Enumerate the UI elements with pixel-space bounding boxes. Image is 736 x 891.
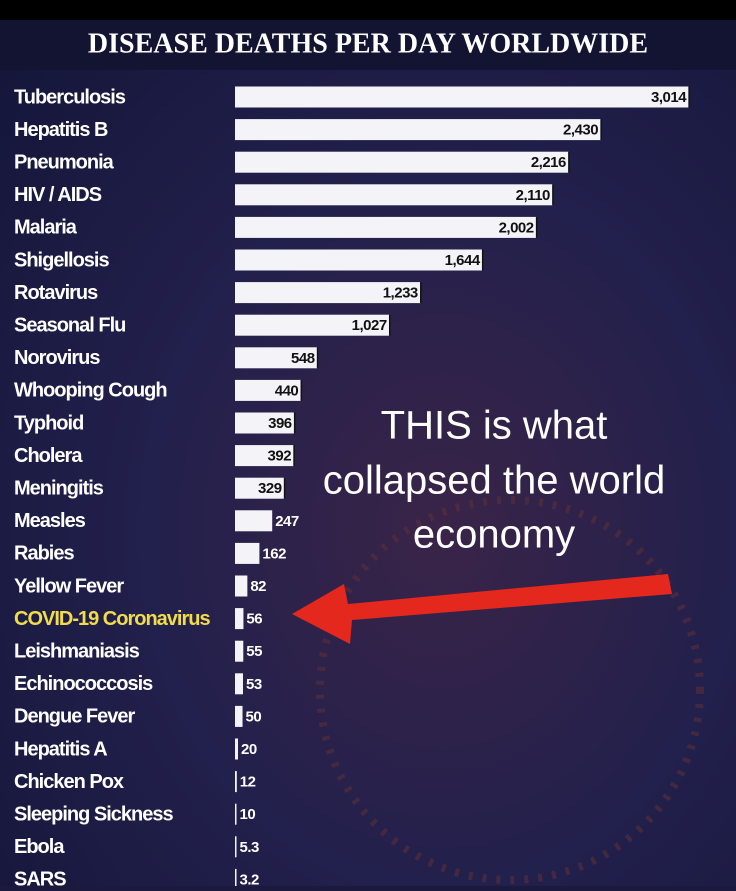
bar (235, 151, 569, 173)
value-label: 162 (262, 545, 286, 562)
category-label: Sleeping Sickness (14, 803, 174, 825)
category-label: Seasonal Flu (14, 314, 125, 336)
category-label: COVID-19 Coronavirus (14, 608, 210, 630)
value-label: 82 (250, 578, 266, 595)
value-label: 10 (240, 806, 256, 823)
category-label: Hepatitis B (14, 119, 108, 141)
value-label: 247 (275, 513, 299, 530)
bar (235, 184, 553, 206)
bar (235, 216, 537, 238)
category-label: Measles (14, 510, 86, 532)
bar (235, 542, 260, 564)
value-label: 2,430 (563, 122, 598, 139)
virus-decoration (316, 496, 704, 884)
category-label: HIV / AIDS (14, 184, 102, 206)
value-label: 1,644 (445, 252, 481, 269)
bar (235, 836, 237, 858)
bar (235, 868, 237, 890)
category-label: Echinococcosis (14, 673, 153, 695)
bar (235, 608, 244, 630)
bar (235, 803, 237, 825)
bar (235, 412, 295, 434)
category-label: Meningitis (14, 477, 104, 499)
value-label: 440 (275, 382, 299, 399)
value-label: 20 (241, 741, 257, 758)
value-label: 53 (246, 676, 262, 693)
category-label: Ebola (14, 836, 65, 858)
annotation-line: collapsed the world (323, 459, 665, 503)
bar (235, 249, 483, 271)
annotation-line: THIS is what (381, 404, 608, 448)
category-label: Tuberculosis (14, 86, 126, 108)
value-label: 396 (268, 415, 292, 432)
title-bar (0, 20, 736, 70)
value-label: 3,014 (651, 89, 687, 106)
bars: Tuberculosis 3,014 Hepatitis B 2,430 Pneumon… (14, 86, 690, 891)
category-label: Hepatitis A (14, 738, 107, 760)
bar (235, 771, 237, 793)
category-label: Rotavirus (14, 282, 98, 304)
category-label: Dengue Fever (14, 706, 135, 728)
category-label: Cholera (14, 445, 83, 467)
value-label: 56 (246, 611, 262, 628)
bar (235, 347, 318, 369)
bar (235, 510, 273, 532)
value-label: 5.3 (240, 839, 260, 856)
bar (235, 119, 602, 141)
category-label: Yellow Fever (14, 575, 124, 597)
value-label: 548 (291, 350, 315, 367)
bar (235, 86, 690, 108)
value-label: 2,002 (499, 219, 534, 236)
value-label: 1,233 (383, 285, 418, 302)
bar (235, 705, 243, 727)
top-strip (0, 0, 736, 20)
value-label: 55 (246, 643, 262, 660)
value-label: 392 (268, 448, 292, 465)
arrow (292, 574, 672, 644)
value-label: 3.2 (240, 871, 260, 886)
category-label: Rabies (14, 543, 74, 565)
category-label: Whooping Cough (14, 380, 167, 402)
category-label: Chicken Pox (14, 771, 124, 793)
bar (235, 314, 390, 336)
chart-title: DISEASE DEATHS PER DAY WORLDWIDE (88, 28, 648, 59)
value-label: 1,027 (352, 317, 387, 334)
bar (235, 477, 285, 499)
category-label: Pneumonia (14, 151, 115, 173)
bar (235, 738, 239, 760)
value-label: 2,216 (531, 154, 566, 171)
bar (235, 445, 295, 467)
category-label: Malaria (14, 217, 78, 239)
value-label: 50 (246, 708, 262, 725)
value-label: 12 (240, 774, 256, 791)
category-label: Typhoid (14, 412, 83, 434)
value-label: 2,110 (516, 187, 550, 204)
annotation-line: economy (413, 513, 575, 557)
bar (235, 673, 243, 695)
bar (235, 640, 244, 662)
annotation: THIS is what collapsed the world economy (323, 404, 665, 557)
category-label: Leishmaniasis (14, 640, 140, 662)
category-label: SARS (14, 869, 66, 886)
category-label: Shigellosis (14, 249, 109, 271)
value-label: 329 (258, 480, 282, 497)
bar (235, 282, 421, 304)
category-label: Norovirus (14, 347, 100, 369)
bar (235, 379, 302, 401)
bar (235, 575, 248, 597)
